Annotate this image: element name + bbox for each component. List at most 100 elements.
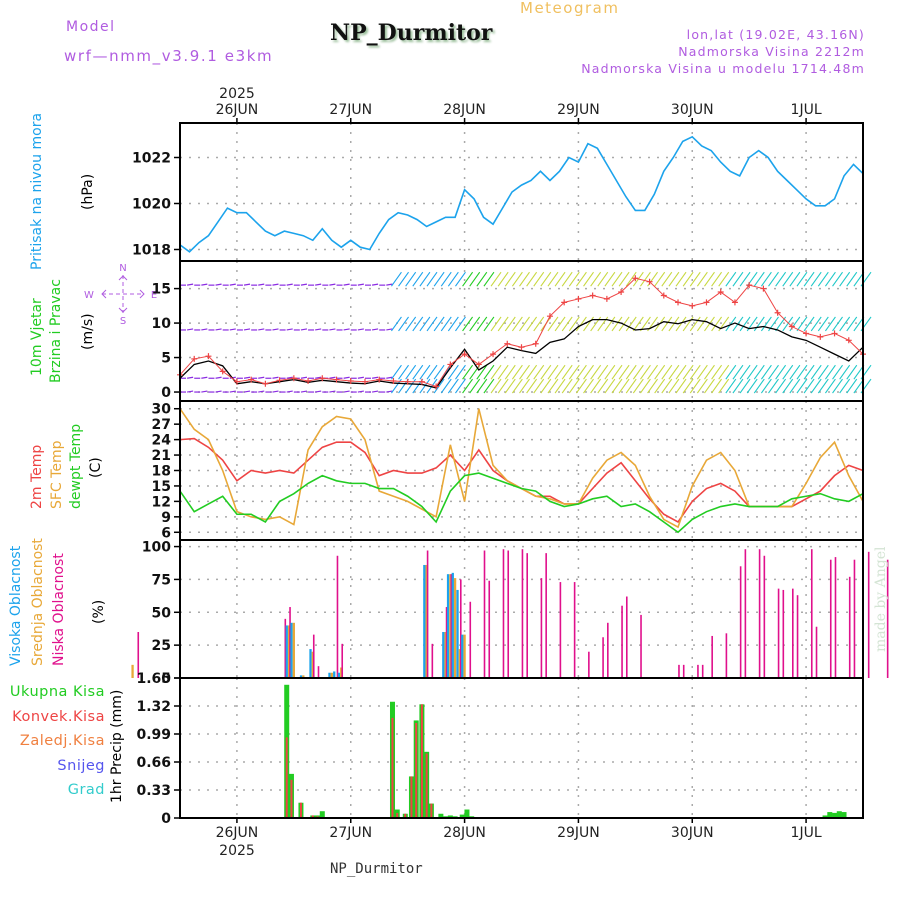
wind-barb	[357, 390, 364, 393]
wind-barb	[398, 364, 409, 380]
wind-barb	[782, 378, 794, 394]
wind-barb	[732, 364, 744, 380]
wind-barb	[675, 364, 687, 380]
wind-barb	[668, 378, 680, 394]
wind-barb	[718, 378, 730, 394]
wind-barb	[357, 328, 364, 331]
day-label-top: 27JUN	[329, 102, 372, 118]
wind-barb	[604, 271, 616, 287]
footer-station: NP_Durmitor	[330, 861, 423, 877]
cloud-high-bar	[337, 672, 341, 678]
wind-barb	[782, 364, 794, 380]
cloud-high-bar	[309, 649, 312, 678]
cloud-mid-bar	[453, 578, 457, 678]
wind-barb	[768, 271, 779, 287]
cloud-mid-bar	[340, 667, 343, 678]
cloud-low-bar	[137, 632, 140, 678]
wind-barb	[632, 364, 644, 380]
wind-barb	[789, 378, 801, 394]
wind-barb	[760, 364, 772, 380]
wind-barb	[817, 378, 829, 394]
wind-barb	[696, 378, 708, 394]
wind-barb	[753, 271, 765, 287]
gust-marker	[305, 378, 312, 384]
wind-barb	[533, 364, 545, 380]
wind-barb	[455, 364, 466, 380]
wind-barb	[462, 271, 474, 287]
wind-barb	[718, 271, 730, 287]
wind-barb	[618, 271, 630, 287]
wind-barb	[315, 390, 322, 393]
wind-barb	[839, 316, 851, 332]
wind-barb	[547, 271, 559, 287]
wind-barb	[519, 316, 530, 332]
day-label-bottom: 29JUN	[557, 825, 600, 841]
cloud-low-bar	[792, 588, 794, 678]
wind-barb	[682, 378, 694, 394]
wind-barb	[540, 378, 552, 394]
wind-barb	[739, 364, 751, 380]
wind-barb	[504, 271, 516, 287]
wind-barb	[568, 316, 580, 332]
cloud-low-bar	[545, 553, 547, 678]
precip-conv-bar	[425, 753, 428, 818]
wind-barb	[597, 378, 609, 394]
tick-labels: 1018102010220510156912151821242730025507…	[132, 102, 822, 841]
wind-barb	[789, 271, 801, 287]
cloud-high-bar	[456, 589, 459, 678]
gust-marker	[262, 380, 269, 387]
wind-barb	[511, 316, 523, 332]
wind-barb	[329, 376, 336, 379]
gust-marker	[376, 376, 383, 383]
gust-marker	[433, 383, 440, 390]
wind-barb	[739, 271, 751, 287]
wind-barb	[426, 316, 438, 332]
y-tick-label: 25	[152, 638, 171, 654]
gust-marker	[845, 337, 852, 344]
precip-total-bar	[841, 812, 847, 818]
wind-barb	[696, 271, 708, 287]
wind-barb	[817, 364, 829, 380]
cloud-low-bar	[834, 557, 837, 678]
y-tick-label: 15	[152, 479, 171, 495]
wind-barb	[386, 390, 393, 393]
series-line-sfc-temp	[179, 408, 864, 529]
gust-marker	[418, 378, 425, 385]
wind-barb	[258, 283, 265, 286]
gust-marker	[589, 292, 596, 299]
wind-barb	[711, 378, 723, 394]
y-tick-label: 10	[152, 316, 172, 332]
wind-barb	[300, 283, 308, 286]
wind-barb	[215, 283, 222, 286]
cloud-high-bar	[299, 675, 303, 678]
wind-barb	[386, 283, 393, 286]
wind-barb	[286, 390, 293, 393]
wind-barb	[782, 271, 794, 287]
wind-barb	[796, 316, 808, 332]
cloud-high-bar	[461, 634, 464, 678]
wind-barb	[329, 328, 336, 331]
wind-barb	[405, 271, 417, 287]
cloud-low-bar	[758, 549, 761, 678]
wind-barb	[497, 378, 509, 394]
wind-barb	[386, 328, 393, 331]
wind-barb	[775, 378, 787, 394]
wind-barb	[462, 316, 474, 332]
gust-marker	[518, 344, 525, 351]
wind-barb	[187, 283, 194, 286]
wind-barb	[839, 271, 851, 287]
year-label-bottom: 2025	[219, 843, 255, 859]
wind-barb	[511, 271, 523, 287]
wind-barb	[611, 271, 623, 287]
wind-barb	[533, 316, 545, 332]
cloud-low-bar	[431, 643, 434, 678]
wind-barb	[440, 316, 452, 332]
gust-marker	[390, 378, 397, 384]
gust-marker	[205, 353, 212, 360]
precip-conv-bar	[420, 704, 423, 818]
gust-marker	[490, 351, 497, 358]
wind-barb	[187, 376, 194, 379]
gust-marker	[689, 302, 696, 309]
wind-barb	[590, 271, 602, 287]
gust-marker	[319, 375, 326, 382]
